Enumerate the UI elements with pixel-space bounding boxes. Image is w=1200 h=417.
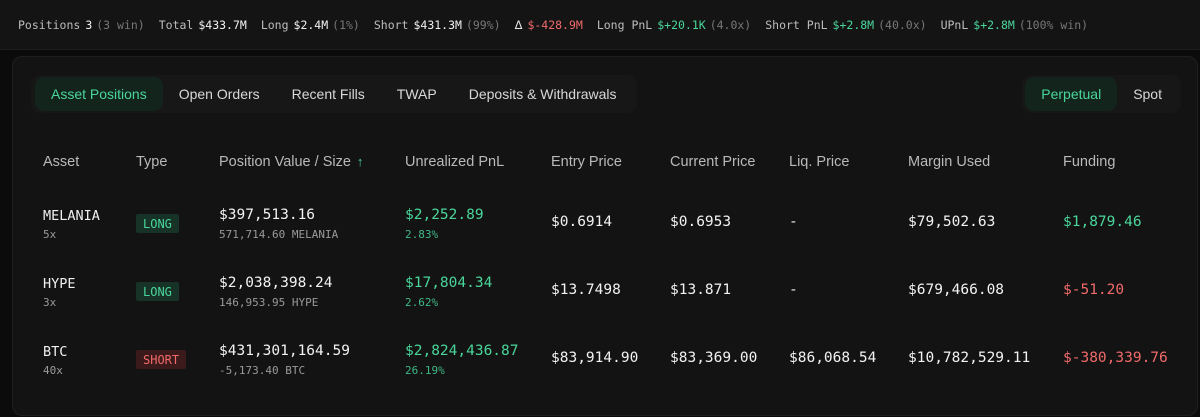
stat-short: Short $431.3M (99%) <box>374 18 501 32</box>
liq-price: - <box>789 282 798 298</box>
stat-label: Positions <box>18 17 81 32</box>
unrealized-pnl-percent: 2.62% <box>405 296 439 309</box>
margin-used: $79,502.63 <box>908 214 996 230</box>
position-size: 571,714.60 MELANIA <box>219 228 339 241</box>
stat-label: Short PnL <box>765 17 828 32</box>
column-header-entry-price[interactable]: Entry Price <box>551 154 622 170</box>
market-type-toggle: Perpetual Spot <box>1022 75 1181 113</box>
liq-price: - <box>789 214 798 230</box>
position-size: -5,173.40 BTC <box>219 364 306 377</box>
stat-sub: (40.0x) <box>878 17 927 32</box>
stat-value: 3 <box>85 17 93 32</box>
margin-used: $10,782,529.11 <box>908 350 1031 366</box>
entry-price: $83,914.90 <box>551 350 639 366</box>
funding: $1,879.46 <box>1063 214 1142 230</box>
column-header-label: Position Value / Size <box>219 154 351 170</box>
arrow-up-icon: ↑ <box>356 154 364 169</box>
asset-leverage: 5x <box>43 228 57 241</box>
position-type-badge: LONG <box>136 214 179 233</box>
current-price: $0.6953 <box>670 214 732 230</box>
current-price: $83,369.00 <box>670 350 758 366</box>
asset-name[interactable]: HYPE <box>43 276 76 292</box>
unrealized-pnl: $2,252.89 <box>405 207 484 223</box>
funding: $-380,339.76 <box>1063 350 1168 366</box>
position-value: $397,513.16 <box>219 207 316 223</box>
stat-short-pnl: Short PnL $+2.8M (40.0x) <box>765 18 926 32</box>
entry-price: $13.7498 <box>551 282 621 298</box>
tab-open-orders[interactable]: Open Orders <box>178 86 260 102</box>
unrealized-pnl-percent: 26.19% <box>405 364 445 377</box>
funding: $-51.20 <box>1063 282 1125 298</box>
position-size: 146,953.95 HYPE <box>219 296 319 309</box>
delta-icon: Δ <box>514 17 523 32</box>
stat-long: Long $2.4M (1%) <box>261 18 360 32</box>
column-header-position-value[interactable]: Position Value / Size ↑ <box>219 154 363 170</box>
asset-name[interactable]: BTC <box>43 344 68 360</box>
column-header-asset[interactable]: Asset <box>43 154 80 170</box>
toggle-perpetual[interactable]: Perpetual <box>1025 77 1118 111</box>
stat-value: $-428.9M <box>527 17 583 32</box>
stat-label: Total <box>158 17 194 32</box>
asset-name[interactable]: MELANIA <box>43 208 100 224</box>
stat-sub: (3 win) <box>96 17 145 32</box>
stat-sub: (100% win) <box>1018 17 1089 32</box>
column-header-type[interactable]: Type <box>136 154 168 170</box>
column-header-unrealized-pnl[interactable]: Unrealized PnL <box>405 154 505 170</box>
asset-leverage: 3x <box>43 296 57 309</box>
column-header-liq-price[interactable]: Liq. Price <box>789 154 850 170</box>
stat-label: Long PnL <box>596 17 653 32</box>
position-type-badge: LONG <box>136 282 179 301</box>
stat-delta: Δ $-428.9M <box>515 18 583 32</box>
stat-label: Short <box>373 17 409 32</box>
stat-sub: (4.0x) <box>709 17 752 32</box>
stat-sub: (1%) <box>332 17 360 32</box>
positions-tab-bar: Asset Positions Open Orders Recent Fills… <box>31 75 637 113</box>
stat-sub: (99%) <box>465 17 501 32</box>
entry-price: $0.6914 <box>551 214 613 230</box>
stat-value: $+2.8M <box>973 17 1015 32</box>
stat-positions: Positions 3 (3 win) <box>18 18 145 32</box>
toggle-spot[interactable]: Spot <box>1133 86 1162 102</box>
stat-value: $431.3M <box>413 17 462 32</box>
stat-label: Long <box>260 17 289 32</box>
stat-total: Total $433.7M <box>159 18 247 32</box>
column-header-margin-used[interactable]: Margin Used <box>908 154 991 170</box>
margin-used: $679,466.08 <box>908 282 1005 298</box>
column-header-current-price[interactable]: Current Price <box>670 154 756 170</box>
tab-twap[interactable]: TWAP <box>396 86 437 102</box>
stat-value: $433.7M <box>198 17 247 32</box>
stat-value: $+2.8M <box>832 17 875 32</box>
summary-stats-bar: Positions 3 (3 win) Total $433.7M Long $… <box>0 0 1200 50</box>
stat-value: $2.4M <box>293 17 329 32</box>
position-value: $2,038,398.24 <box>219 275 333 291</box>
tab-deposits-withdrawals[interactable]: Deposits & Withdrawals <box>468 86 617 102</box>
column-header-funding[interactable]: Funding <box>1063 154 1116 170</box>
tab-recent-fills[interactable]: Recent Fills <box>291 86 365 102</box>
stat-label: UPnL <box>940 17 969 32</box>
liq-price: $86,068.54 <box>789 350 877 366</box>
tab-asset-positions[interactable]: Asset Positions <box>35 77 163 111</box>
unrealized-pnl-percent: 2.83% <box>405 228 439 241</box>
stat-value: $+20.1K <box>657 17 706 32</box>
position-value: $431,301,164.59 <box>219 343 350 359</box>
unrealized-pnl: $17,804.34 <box>405 275 493 291</box>
position-type-badge: SHORT <box>136 350 187 369</box>
current-price: $13.871 <box>670 282 732 298</box>
positions-panel: Asset Positions Open Orders Recent Fills… <box>12 56 1198 416</box>
stat-long-pnl: Long PnL $+20.1K (4.0x) <box>597 18 751 32</box>
unrealized-pnl: $2,824,436.87 <box>405 343 519 359</box>
stat-upnl: UPnL $+2.8M (100% win) <box>941 18 1089 32</box>
asset-leverage: 40x <box>43 364 63 377</box>
